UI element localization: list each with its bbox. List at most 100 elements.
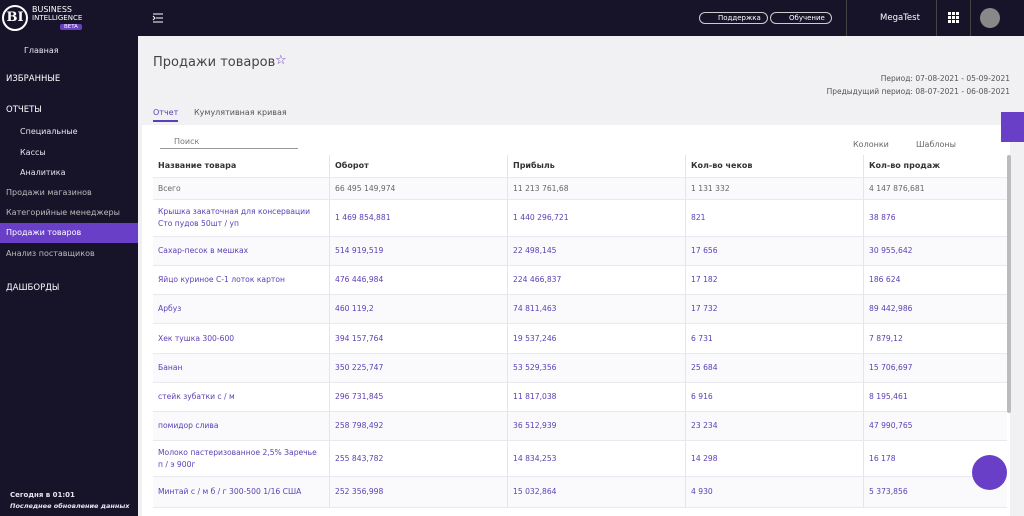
table-cell: Хек тушка 300-600 xyxy=(153,324,330,353)
table-cell: 460 119,2 xyxy=(330,295,508,323)
logo-text: BUSINESS INTELLIGENCE xyxy=(32,5,82,23)
table-cell: 38 876 xyxy=(869,213,896,222)
tab[interactable]: Кумулятивная кривая xyxy=(194,108,287,117)
table-row: Минтай с / м б / г 300-500 1/16 США 252 3… xyxy=(153,477,1007,508)
table-cell: 394 157,764 xyxy=(330,324,508,353)
table-row: Сахар-песок в мешках 514 919,519 22 498,14… xyxy=(153,237,1007,266)
table-cell: 36 512,939 xyxy=(508,412,686,440)
header-row: Название товара Оборот Прибыль Кол-во чеков… xyxy=(153,155,1007,178)
header-cell[interactable]: Прибыль xyxy=(508,155,686,177)
header-cell[interactable]: Кол-во продаж xyxy=(869,161,941,170)
table-cell: 11 213 761,68 xyxy=(508,178,686,199)
columns-button[interactable]: Колонки xyxy=(853,140,889,149)
nav-section[interactable]: ОТЧЕТЫ xyxy=(6,105,42,115)
table-cell: помидор слива xyxy=(153,412,330,440)
table-row: Хек тушка 300-600 394 157,764 19 537,246 6 … xyxy=(153,324,1007,354)
table-cell: 7 879,12 xyxy=(869,333,903,343)
table-cell: Молоко пастеризованное 2,5% Заречье п / … xyxy=(153,441,330,476)
table-cell: 4 930 xyxy=(686,477,864,507)
table-cell: 8 195,461 xyxy=(869,392,908,401)
table-row: Крышка закаточная для консервации Сто пу… xyxy=(153,200,1007,237)
table-cell: 252 356,998 xyxy=(330,477,508,507)
table-row: Банан 350 225,747 53 529,356 25 684 15 706,6… xyxy=(153,354,1007,383)
beta-badge: BETA xyxy=(60,24,82,30)
table-row: помидор слива 258 798,492 36 512,939 23 234… xyxy=(153,412,1007,441)
menu-toggle[interactable] xyxy=(152,12,164,24)
nav-home[interactable]: Главная xyxy=(24,46,59,55)
nav-subitem[interactable]: Анализ поставщиков xyxy=(6,249,95,258)
favorite-star[interactable]: ☆ xyxy=(275,53,287,68)
table-cell: Всего xyxy=(153,178,330,199)
nav-subitem[interactable]: Продажи магазинов xyxy=(6,188,92,197)
table-cell: 25 684 xyxy=(686,354,864,382)
logo-mark[interactable]: BI xyxy=(2,5,28,31)
table-cell: Минтай с / м б / г 300-500 1/16 США xyxy=(153,477,330,507)
table-cell: 16 178 xyxy=(869,453,896,463)
header-cell[interactable]: Оборот xyxy=(330,155,508,177)
nav-subitem[interactable]: Категорийные менеджеры xyxy=(6,208,120,217)
table-cell: 17 656 xyxy=(686,237,864,265)
table-cell: 19 537,246 xyxy=(508,324,686,353)
period: Период: 07-08-2021 - 05-09-2021 xyxy=(880,74,1010,83)
tab-active[interactable]: Отчет xyxy=(153,108,179,122)
templates-button[interactable]: Шаблоны xyxy=(916,140,956,149)
table-row: Арбуз 460 119,2 74 811,463 17 732 89 442,986 xyxy=(153,295,1007,324)
side-panel-toggle[interactable] xyxy=(1001,112,1024,142)
table-cell: Арбуз xyxy=(153,295,330,323)
topbar: BI BUSINESS INTELLIGENCE BETA Поддержка О… xyxy=(0,0,1024,36)
nav-subitem-active[interactable]: Продажи товаров xyxy=(6,228,82,237)
table-cell: 15 032,864 xyxy=(508,477,686,507)
table-cell: 53 529,356 xyxy=(508,354,686,382)
table-cell: 1 469 854,881 xyxy=(330,200,508,236)
table-cell: Яйцо куриное С-1 лоток картон xyxy=(153,266,330,294)
table-cell: Банан xyxy=(153,354,330,382)
table-cell: 186 624 xyxy=(869,275,901,284)
table-cell: 66 495 149,974 xyxy=(330,178,508,199)
avatar[interactable] xyxy=(980,8,1000,28)
table-cell: 1 131 332 xyxy=(686,178,864,199)
table-cell: 4 147 876,681 xyxy=(869,183,925,193)
nav-section[interactable]: ИЗБРАННЫЕ xyxy=(6,74,61,84)
table-cell: 11 817,038 xyxy=(508,383,686,411)
table-cell: 476 446,984 xyxy=(330,266,508,294)
nav-item[interactable]: Аналитика xyxy=(20,168,66,177)
header-cell[interactable]: Название товара xyxy=(153,155,330,177)
table-cell: 23 234 xyxy=(686,412,864,440)
table-cell: 224 466,837 xyxy=(508,266,686,294)
table-cell: 296 731,845 xyxy=(330,383,508,411)
table-cell: 47 990,765 xyxy=(869,421,913,430)
table-cell: 258 798,492 xyxy=(330,412,508,440)
nav-item[interactable]: Кассы xyxy=(20,148,46,157)
table-cell: 89 442,986 xyxy=(869,304,913,313)
table-cell: 17 182 xyxy=(686,266,864,294)
table-cell: стейк зубатки с / м xyxy=(153,383,330,411)
table-cell: 821 xyxy=(686,200,864,236)
table-cell: 15 706,697 xyxy=(869,363,913,372)
table-row: Молоко пастеризованное 2,5% Заречье п / … xyxy=(153,441,1007,477)
account-menu[interactable]: MegaTest xyxy=(880,13,920,23)
table-cell: 6 731 xyxy=(686,324,864,353)
table-cell: 30 955,642 xyxy=(869,246,913,255)
chat-button[interactable] xyxy=(972,455,1007,490)
learning-button[interactable]: Обучение xyxy=(770,12,832,24)
update-note: Последнее обновление данных xyxy=(10,502,130,510)
sidebar: Главная ИЗБРАННЫЕ ОТЧЕТЫ Специальные Кас… xyxy=(0,36,138,516)
scrollbar[interactable] xyxy=(1007,155,1011,413)
table-cell: 350 225,747 xyxy=(330,354,508,382)
logo-line: INTELLIGENCE xyxy=(32,14,83,22)
nav-section[interactable]: ДАШБОРДЫ xyxy=(6,283,60,293)
table-cell: 1 440 296,721 xyxy=(508,200,686,236)
table-cell: 17 732 xyxy=(686,295,864,323)
total-row: Всего 66 495 149,974 11 213 761,68 1 131 33… xyxy=(153,178,1007,200)
table-cell: 22 498,145 xyxy=(508,237,686,265)
table-cell: 74 811,463 xyxy=(508,295,686,323)
header-cell[interactable]: Кол-во чеков xyxy=(686,155,864,177)
search-input[interactable]: Поиск xyxy=(160,137,298,149)
support-button[interactable]: Поддержка xyxy=(699,12,768,24)
nav-item[interactable]: Специальные xyxy=(20,127,78,136)
logo-line: BUSINESS xyxy=(32,5,72,14)
table-cell: 14 834,253 xyxy=(508,441,686,476)
previous-period: Предыдущий период: 08-07-2021 - 06-08-20… xyxy=(826,87,1010,96)
apps-icon[interactable] xyxy=(948,12,959,23)
